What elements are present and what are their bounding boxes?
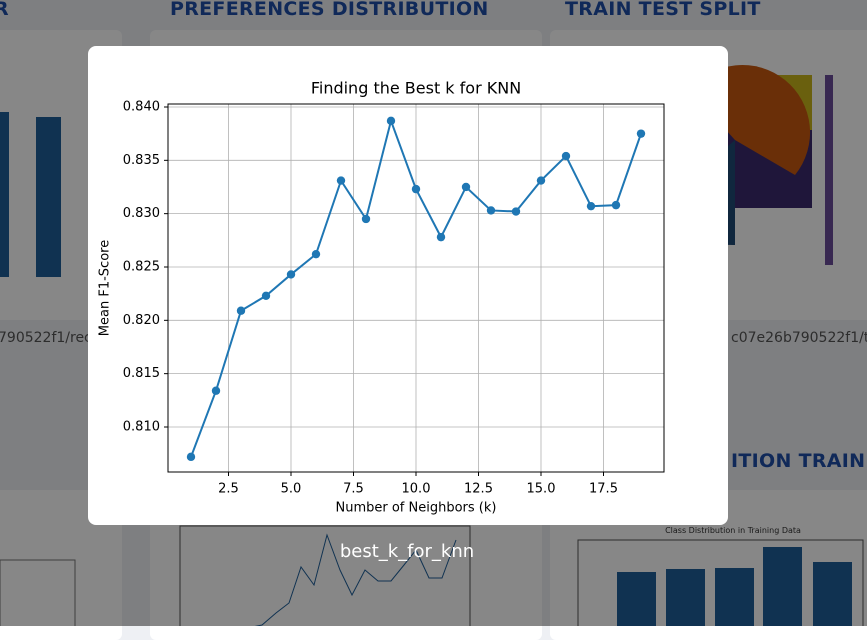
modal: best_k_for_knn Finding the Best k for KN… [88, 46, 728, 562]
data-point [586, 201, 596, 211]
file-path: 790522f1/rec [0, 330, 92, 346]
y-tick-label: 0.825 [123, 259, 160, 274]
data-point [486, 206, 496, 215]
x-tick-label: 2.5 [218, 482, 239, 497]
y-tick-label: 0.835 [123, 153, 160, 168]
x-tick-label: 5.0 [281, 482, 302, 497]
y-axis-label: Mean F1-Score [98, 240, 113, 336]
data-point [211, 386, 221, 395]
data-point [311, 249, 321, 259]
card-title: ITION TRAINING [731, 450, 867, 472]
data-point [511, 207, 521, 216]
data-point [186, 452, 196, 462]
data-point [461, 182, 471, 192]
x-tick-label: 15.0 [527, 482, 556, 497]
x-tick-label: 7.5 [343, 482, 364, 497]
x-tick-label: 12.5 [464, 482, 493, 497]
x-tick-label: 10.0 [402, 482, 431, 497]
data-point [386, 116, 396, 126]
data-point [436, 232, 446, 242]
y-tick-label: 0.810 [123, 419, 160, 434]
data-point [236, 306, 246, 315]
y-tick-label: 0.815 [123, 366, 160, 381]
data-point [361, 214, 371, 224]
modal-panel [88, 46, 728, 525]
card-title: TRAIN TEST SPLIT [565, 0, 761, 20]
thumbnail-title: Class Distribution in Training Data [665, 526, 801, 535]
data-point [611, 200, 621, 210]
x-tick-label: 17.5 [589, 482, 618, 497]
y-tick-label: 0.830 [123, 206, 160, 221]
file-path: c07e26b790522f1/tr [731, 330, 867, 346]
y-tick-label: 0.840 [123, 99, 160, 114]
data-point [336, 176, 346, 185]
x-axis-label: Number of Neighbors (k) [336, 501, 497, 516]
y-tick-label: 0.820 [123, 313, 160, 328]
card-title: R [0, 0, 9, 20]
plot-frame [167, 103, 665, 473]
data-point [411, 184, 421, 194]
data-point [261, 291, 271, 300]
chart: Finding the Best k for KNN Number of Nei… [98, 79, 665, 516]
card-title: PREFERENCES DISTRIBUTION [170, 0, 489, 20]
data-point [286, 270, 296, 279]
data-point [536, 176, 546, 185]
data-point [636, 129, 646, 138]
data-point [561, 151, 571, 161]
image-caption: best_k_for_knn [340, 541, 474, 562]
chart-title: Finding the Best k for KNN [311, 79, 521, 98]
